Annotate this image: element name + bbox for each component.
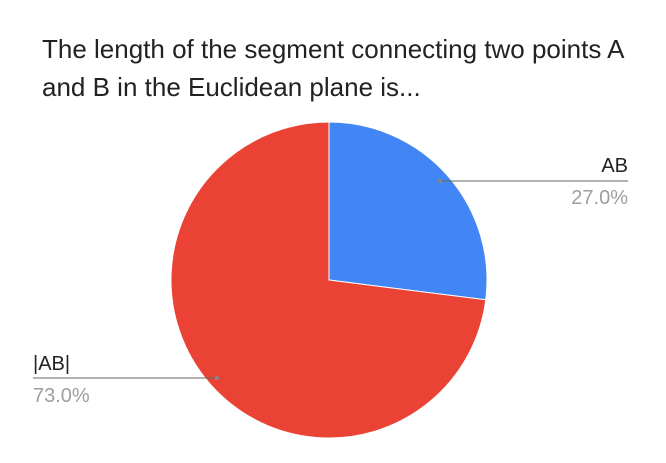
pie-slice-0 [328,121,488,301]
slice-label-0: AB [601,155,628,177]
leader-dot-1 [215,376,219,380]
chart-title: The length of the segment connecting two… [42,34,624,102]
slice-label-1: |AB| [33,353,70,375]
slice-value-label-0: 27.0% [571,187,628,209]
pie-slice-1 [170,121,487,439]
slice-value-label-1: 73.0% [33,385,90,407]
leader-dot-0 [438,179,442,183]
